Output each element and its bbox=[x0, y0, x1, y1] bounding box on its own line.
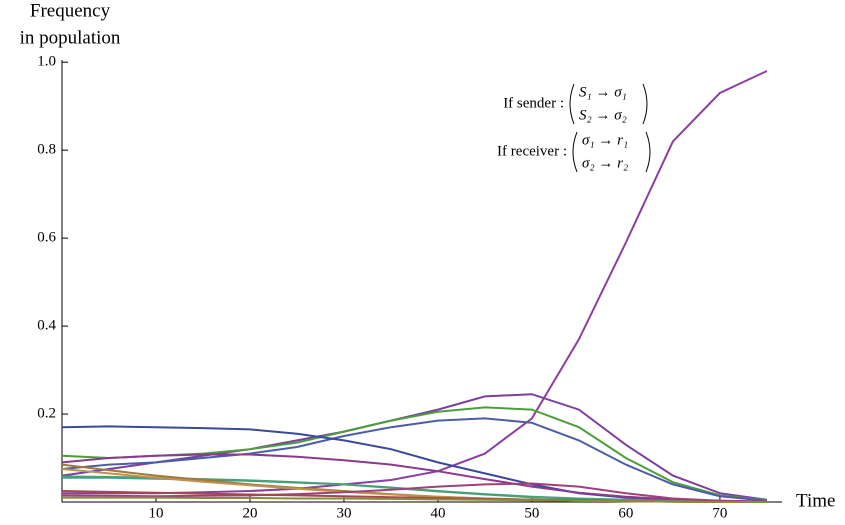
y-axis-label: Frequency bbox=[30, 0, 111, 21]
series-line bbox=[61, 406, 768, 502]
y-tick-label: 0.4 bbox=[37, 318, 56, 334]
x-tick-label: 50 bbox=[524, 505, 539, 521]
bracket bbox=[645, 131, 651, 173]
bracket bbox=[572, 131, 578, 173]
bracket bbox=[569, 83, 575, 125]
x-tick-label: 20 bbox=[242, 505, 257, 521]
x-tick-label: 30 bbox=[336, 505, 351, 521]
annotation: S₁ → σ₁ bbox=[579, 84, 627, 100]
x-tick-label: 40 bbox=[430, 505, 445, 521]
series-line bbox=[61, 425, 767, 503]
x-tick-label: 70 bbox=[712, 505, 727, 521]
x-tick-label: 60 bbox=[618, 505, 633, 521]
series-line bbox=[61, 393, 768, 501]
annotation: S₂ → σ₂ bbox=[579, 107, 627, 123]
x-tick-label: 10 bbox=[148, 505, 163, 521]
annotation: σ₁ → r₁ bbox=[582, 132, 628, 148]
y-tick-label: 0.8 bbox=[37, 142, 56, 158]
annotation: σ₂ → r₂ bbox=[582, 155, 628, 171]
annotation: If receiver : bbox=[497, 143, 567, 159]
series-line bbox=[61, 453, 767, 503]
y-axis-label: in population bbox=[20, 27, 121, 48]
y-tick-label: 0.2 bbox=[37, 405, 56, 421]
series-line bbox=[61, 417, 767, 502]
annotation: If sender : bbox=[503, 95, 564, 111]
series-line bbox=[62, 496, 767, 503]
y-tick-label: 1.0 bbox=[37, 54, 56, 70]
series-line bbox=[62, 70, 768, 495]
series-line bbox=[61, 482, 767, 503]
y-tick-label: 0.6 bbox=[37, 230, 56, 246]
x-axis-label: Time bbox=[796, 490, 835, 511]
bracket bbox=[642, 83, 648, 125]
